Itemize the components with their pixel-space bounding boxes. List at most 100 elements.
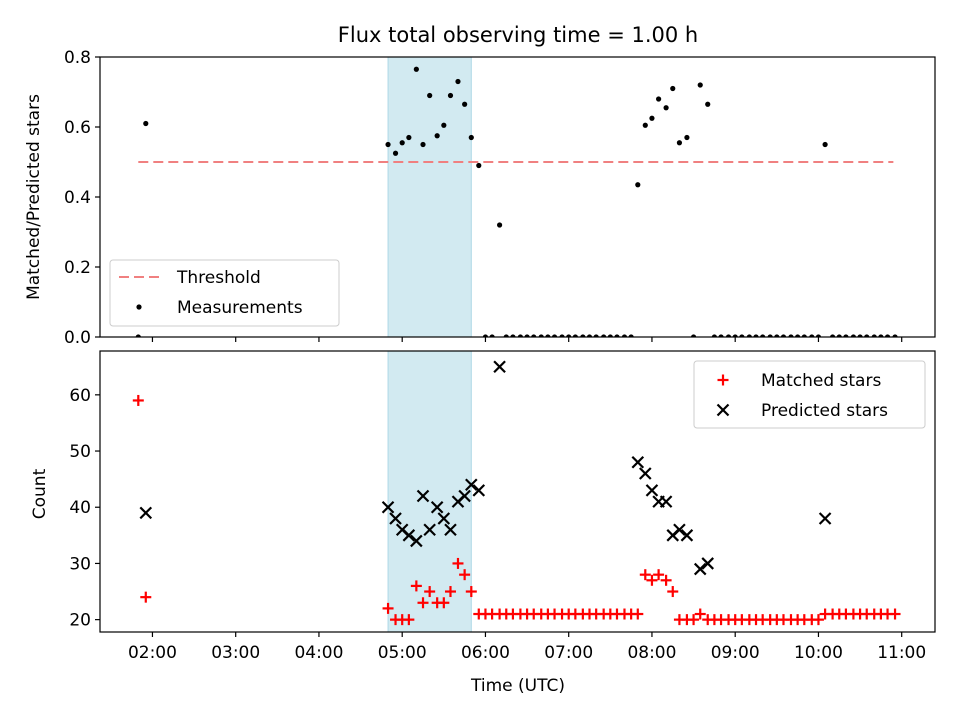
matched-star-marker [452,557,464,569]
measurement-point [843,334,849,337]
measurement-point [656,96,662,102]
measurement-point [503,334,509,337]
matched-star-marker [639,569,651,581]
bottom-plot-area: 20 30 40 50 60 02:00 03:00 04:00 05:00 06:00 07:00… [69,350,936,663]
measurement-point [476,162,482,169]
measurement-point [746,334,752,337]
bottom-x-tick-label: 08:00 [627,643,676,663]
matched-star-marker [465,586,477,598]
bottom-y-tick-label: 40 [69,498,91,518]
bottom-x-tick-label: 04:00 [294,643,343,663]
measurement-point [892,334,898,337]
measurement-point [621,334,628,337]
matched-star-marker [646,574,658,586]
predicted-star-marker [402,529,416,542]
measurement-point [884,334,891,337]
measurement-point [497,222,503,228]
measurement-point [551,334,558,337]
bottom-x-tick-label: 07:00 [544,643,593,663]
measurement-point [601,334,607,337]
matched-star-marker [424,586,436,598]
predicted-star-marker [693,562,707,576]
measurement-point [434,133,440,139]
matched-star-marker [694,608,706,620]
bottom-y-tick-label: 20 [69,611,91,631]
measurement-point [676,140,683,146]
top-chart-title: Flux total observing time = 1.00 h [338,23,698,47]
top-highlight-span [387,56,472,338]
top-data-layer [135,66,898,337]
matched-star-marker [688,614,700,626]
measurement-point [788,334,794,337]
bottom-y-tick-label: 50 [69,442,91,462]
measurement-point [455,78,461,85]
measurement-point [385,141,391,148]
measurement-point [871,334,877,337]
matched-star-marker [660,574,672,586]
predicted-star-marker [430,500,444,514]
measurement-point [399,140,405,146]
measurement-point [809,334,815,337]
matched-star-marker [812,614,824,626]
measurement-point [739,334,745,337]
predicted-star-marker [389,512,402,525]
measurement-point [795,334,801,337]
measurement-point [468,134,474,141]
measurement-point [607,334,613,337]
measurement-point [566,334,572,337]
measurement-point [822,141,828,148]
measurement-point [725,334,732,337]
matched-star-marker [438,597,450,609]
predicted-star-marker [659,495,673,508]
measurement-point [614,334,620,337]
measurement-point [830,334,836,337]
measurement-point [628,334,634,337]
legend-matched-swatch [717,374,729,386]
matched-star-marker [140,591,152,603]
predicted-star-marker [458,489,471,503]
top-legend: Threshold Measurements [109,259,340,327]
measurement-point [857,334,863,337]
measurement-point [864,334,870,337]
legend-predicted-swatch [716,403,730,417]
top-y-tick-label: 0.2 [64,258,91,278]
measurement-point [815,334,822,337]
top-y-tick-label: 0.8 [64,48,91,68]
measurement-point [489,334,495,337]
measurement-point [753,334,759,337]
measurement-point [767,334,773,337]
measurement-point [711,334,717,337]
matched-star-marker [417,597,429,609]
bottom-y-axis-label: Count [30,468,50,519]
measurement-point [510,334,516,337]
bottom-legend-box [693,360,926,429]
measurement-point [135,334,141,337]
measurement-point [642,122,648,128]
bottom-legend: Matched stars Predicted stars [693,360,926,429]
measurement-point [420,141,426,148]
top-y-axis-label: Matched/Predicted stars [24,94,44,300]
measurement-point [801,334,807,337]
measurement-point [593,334,599,337]
measurement-point [462,101,468,107]
bottom-x-tick-label: 02:00 [128,643,177,663]
bottom-x-axis-label: Time (UTC) [470,676,565,696]
bottom-x-tick-label: 11:00 [877,643,926,663]
predicted-star-marker [139,506,153,520]
bottom-x-tick-label: 05:00 [378,643,427,663]
predicted-star-marker [701,557,715,570]
matched-star-marker [444,586,456,598]
measurement-point [482,334,489,337]
predicted-star-marker [437,512,451,525]
measurement-point [517,334,524,337]
bottom-x-tick-label: 10:00 [794,643,843,663]
measurement-point [441,122,447,128]
bottom-x-tick-label: 03:00 [211,643,260,663]
measurement-point [684,134,690,141]
predicted-star-marker [631,455,645,469]
measurement-point [392,150,399,156]
measurement-point [649,115,655,121]
top-legend-box [109,259,340,327]
matched-star-marker [132,394,144,406]
